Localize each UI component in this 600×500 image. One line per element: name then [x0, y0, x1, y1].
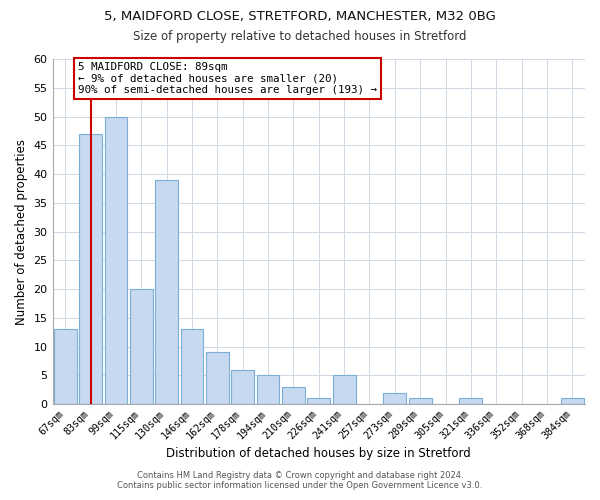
Text: Size of property relative to detached houses in Stretford: Size of property relative to detached ho…: [133, 30, 467, 43]
Bar: [333, 376, 356, 404]
Bar: [231, 370, 254, 404]
Bar: [79, 134, 102, 404]
Bar: [155, 180, 178, 404]
X-axis label: Distribution of detached houses by size in Stretford: Distribution of detached houses by size …: [166, 447, 471, 460]
Text: 5, MAIDFORD CLOSE, STRETFORD, MANCHESTER, M32 0BG: 5, MAIDFORD CLOSE, STRETFORD, MANCHESTER…: [104, 10, 496, 23]
Bar: [104, 116, 127, 404]
Bar: [181, 330, 203, 404]
Bar: [383, 392, 406, 404]
Bar: [54, 330, 77, 404]
Text: Contains HM Land Registry data © Crown copyright and database right 2024.
Contai: Contains HM Land Registry data © Crown c…: [118, 470, 482, 490]
Y-axis label: Number of detached properties: Number of detached properties: [15, 138, 28, 324]
Text: 5 MAIDFORD CLOSE: 89sqm
← 9% of detached houses are smaller (20)
90% of semi-det: 5 MAIDFORD CLOSE: 89sqm ← 9% of detached…: [78, 62, 377, 95]
Bar: [206, 352, 229, 404]
Bar: [561, 398, 584, 404]
Bar: [307, 398, 330, 404]
Bar: [409, 398, 431, 404]
Bar: [282, 387, 305, 404]
Bar: [130, 289, 152, 404]
Bar: [257, 376, 280, 404]
Bar: [460, 398, 482, 404]
